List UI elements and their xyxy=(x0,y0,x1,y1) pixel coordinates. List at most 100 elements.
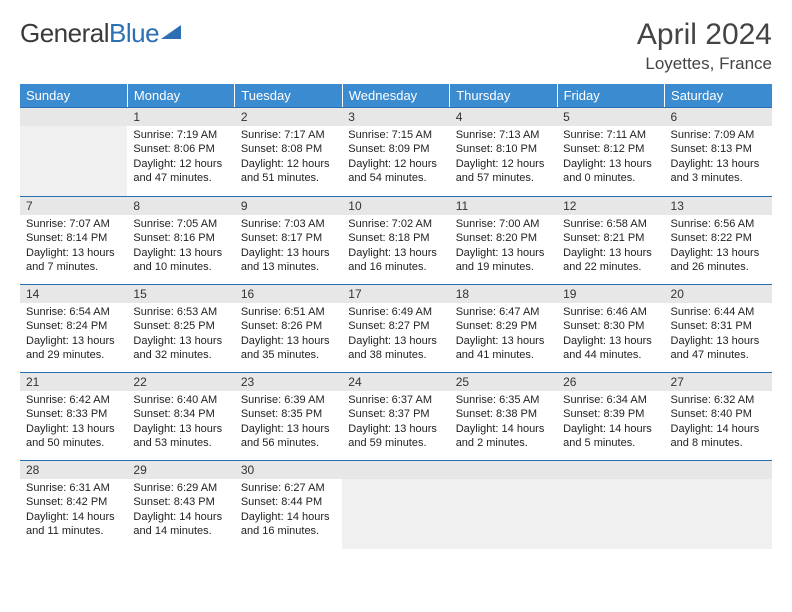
daylight-line: Daylight: 13 hours and 56 minutes. xyxy=(241,422,336,451)
day-content: Sunrise: 6:44 AMSunset: 8:31 PMDaylight:… xyxy=(665,303,772,366)
sunrise-line: Sunrise: 7:15 AM xyxy=(348,128,443,142)
daylight-line: Daylight: 13 hours and 10 minutes. xyxy=(133,246,228,275)
day-number: 4 xyxy=(450,107,557,126)
sunrise-line: Sunrise: 6:49 AM xyxy=(348,305,443,319)
weekday-header: Monday xyxy=(127,84,234,107)
sunrise-line: Sunrise: 7:11 AM xyxy=(563,128,658,142)
calendar-cell: 2Sunrise: 7:17 AMSunset: 8:08 PMDaylight… xyxy=(235,107,342,196)
day-number: 11 xyxy=(450,196,557,215)
daylight-line: Daylight: 13 hours and 29 minutes. xyxy=(26,334,121,363)
sunrise-line: Sunrise: 7:00 AM xyxy=(456,217,551,231)
day-content: Sunrise: 7:11 AMSunset: 8:12 PMDaylight:… xyxy=(557,126,664,189)
day-content: Sunrise: 6:31 AMSunset: 8:42 PMDaylight:… xyxy=(20,479,127,542)
day-number: 26 xyxy=(557,372,664,391)
sunset-line: Sunset: 8:40 PM xyxy=(671,407,766,421)
daylight-line: Daylight: 14 hours and 16 minutes. xyxy=(241,510,336,539)
day-content: Sunrise: 6:53 AMSunset: 8:25 PMDaylight:… xyxy=(127,303,234,366)
daylight-line: Daylight: 13 hours and 19 minutes. xyxy=(456,246,551,275)
daylight-line: Daylight: 13 hours and 53 minutes. xyxy=(133,422,228,451)
day-content: Sunrise: 7:07 AMSunset: 8:14 PMDaylight:… xyxy=(20,215,127,278)
calendar-cell: 13Sunrise: 6:56 AMSunset: 8:22 PMDayligh… xyxy=(665,196,772,284)
sunset-line: Sunset: 8:22 PM xyxy=(671,231,766,245)
day-number: 14 xyxy=(20,284,127,303)
day-content: Sunrise: 6:27 AMSunset: 8:44 PMDaylight:… xyxy=(235,479,342,542)
day-content: Sunrise: 6:40 AMSunset: 8:34 PMDaylight:… xyxy=(127,391,234,454)
day-content: Sunrise: 7:09 AMSunset: 8:13 PMDaylight:… xyxy=(665,126,772,189)
sunrise-line: Sunrise: 6:46 AM xyxy=(563,305,658,319)
sunset-line: Sunset: 8:33 PM xyxy=(26,407,121,421)
sunrise-line: Sunrise: 6:58 AM xyxy=(563,217,658,231)
calendar-cell: 12Sunrise: 6:58 AMSunset: 8:21 PMDayligh… xyxy=(557,196,664,284)
calendar-cell: 11Sunrise: 7:00 AMSunset: 8:20 PMDayligh… xyxy=(450,196,557,284)
day-content: Sunrise: 6:35 AMSunset: 8:38 PMDaylight:… xyxy=(450,391,557,454)
day-number: 13 xyxy=(665,196,772,215)
empty-cell xyxy=(450,479,557,549)
day-number: 30 xyxy=(235,460,342,479)
weekday-header: Friday xyxy=(557,84,664,107)
day-number: 12 xyxy=(557,196,664,215)
day-number: 9 xyxy=(235,196,342,215)
sunset-line: Sunset: 8:12 PM xyxy=(563,142,658,156)
calendar-row: 21Sunrise: 6:42 AMSunset: 8:33 PMDayligh… xyxy=(20,372,772,460)
day-number: 16 xyxy=(235,284,342,303)
sunset-line: Sunset: 8:14 PM xyxy=(26,231,121,245)
day-content: Sunrise: 6:51 AMSunset: 8:26 PMDaylight:… xyxy=(235,303,342,366)
calendar-cell: 21Sunrise: 6:42 AMSunset: 8:33 PMDayligh… xyxy=(20,372,127,460)
day-content: Sunrise: 6:46 AMSunset: 8:30 PMDaylight:… xyxy=(557,303,664,366)
calendar-cell xyxy=(342,460,449,549)
calendar-cell: 10Sunrise: 7:02 AMSunset: 8:18 PMDayligh… xyxy=(342,196,449,284)
sunrise-line: Sunrise: 6:37 AM xyxy=(348,393,443,407)
sunrise-line: Sunrise: 7:05 AM xyxy=(133,217,228,231)
daylight-line: Daylight: 14 hours and 2 minutes. xyxy=(456,422,551,451)
sunset-line: Sunset: 8:43 PM xyxy=(133,495,228,509)
day-number: 15 xyxy=(127,284,234,303)
sunset-line: Sunset: 8:06 PM xyxy=(133,142,228,156)
daylight-line: Daylight: 13 hours and 3 minutes. xyxy=(671,157,766,186)
calendar-cell xyxy=(20,107,127,196)
calendar-cell: 22Sunrise: 6:40 AMSunset: 8:34 PMDayligh… xyxy=(127,372,234,460)
calendar-cell xyxy=(557,460,664,549)
day-content: Sunrise: 6:29 AMSunset: 8:43 PMDaylight:… xyxy=(127,479,234,542)
daylight-line: Daylight: 12 hours and 54 minutes. xyxy=(348,157,443,186)
sunrise-line: Sunrise: 7:03 AM xyxy=(241,217,336,231)
day-number: 22 xyxy=(127,372,234,391)
day-content: Sunrise: 6:42 AMSunset: 8:33 PMDaylight:… xyxy=(20,391,127,454)
sunset-line: Sunset: 8:39 PM xyxy=(563,407,658,421)
calendar-cell: 28Sunrise: 6:31 AMSunset: 8:42 PMDayligh… xyxy=(20,460,127,549)
daylight-line: Daylight: 13 hours and 13 minutes. xyxy=(241,246,336,275)
calendar-cell: 7Sunrise: 7:07 AMSunset: 8:14 PMDaylight… xyxy=(20,196,127,284)
daylight-line: Daylight: 12 hours and 57 minutes. xyxy=(456,157,551,186)
day-content: Sunrise: 7:19 AMSunset: 8:06 PMDaylight:… xyxy=(127,126,234,189)
sunrise-line: Sunrise: 6:44 AM xyxy=(671,305,766,319)
calendar-cell: 25Sunrise: 6:35 AMSunset: 8:38 PMDayligh… xyxy=(450,372,557,460)
day-content: Sunrise: 7:15 AMSunset: 8:09 PMDaylight:… xyxy=(342,126,449,189)
calendar-cell: 30Sunrise: 6:27 AMSunset: 8:44 PMDayligh… xyxy=(235,460,342,549)
calendar-cell: 1Sunrise: 7:19 AMSunset: 8:06 PMDaylight… xyxy=(127,107,234,196)
sunset-line: Sunset: 8:42 PM xyxy=(26,495,121,509)
weekday-header: Sunday xyxy=(20,84,127,107)
sunset-line: Sunset: 8:35 PM xyxy=(241,407,336,421)
calendar-cell: 27Sunrise: 6:32 AMSunset: 8:40 PMDayligh… xyxy=(665,372,772,460)
day-number: 7 xyxy=(20,196,127,215)
sunset-line: Sunset: 8:26 PM xyxy=(241,319,336,333)
daylight-line: Daylight: 13 hours and 32 minutes. xyxy=(133,334,228,363)
calendar-row: 1Sunrise: 7:19 AMSunset: 8:06 PMDaylight… xyxy=(20,107,772,196)
day-content: Sunrise: 7:13 AMSunset: 8:10 PMDaylight:… xyxy=(450,126,557,189)
sunrise-line: Sunrise: 7:07 AM xyxy=(26,217,121,231)
sunset-line: Sunset: 8:10 PM xyxy=(456,142,551,156)
daylight-line: Daylight: 13 hours and 47 minutes. xyxy=(671,334,766,363)
sunrise-line: Sunrise: 7:13 AM xyxy=(456,128,551,142)
daylight-line: Daylight: 13 hours and 41 minutes. xyxy=(456,334,551,363)
daylight-line: Daylight: 12 hours and 51 minutes. xyxy=(241,157,336,186)
calendar-cell: 23Sunrise: 6:39 AMSunset: 8:35 PMDayligh… xyxy=(235,372,342,460)
day-content: Sunrise: 6:54 AMSunset: 8:24 PMDaylight:… xyxy=(20,303,127,366)
weekday-header: Wednesday xyxy=(342,84,449,107)
day-number: 5 xyxy=(557,107,664,126)
calendar-row: 7Sunrise: 7:07 AMSunset: 8:14 PMDaylight… xyxy=(20,196,772,284)
logo: GeneralBlue xyxy=(20,18,181,49)
sunrise-line: Sunrise: 6:29 AM xyxy=(133,481,228,495)
empty-cell xyxy=(665,479,772,549)
daylight-line: Daylight: 13 hours and 0 minutes. xyxy=(563,157,658,186)
logo-text-gray: General xyxy=(20,18,109,49)
sunrise-line: Sunrise: 6:35 AM xyxy=(456,393,551,407)
